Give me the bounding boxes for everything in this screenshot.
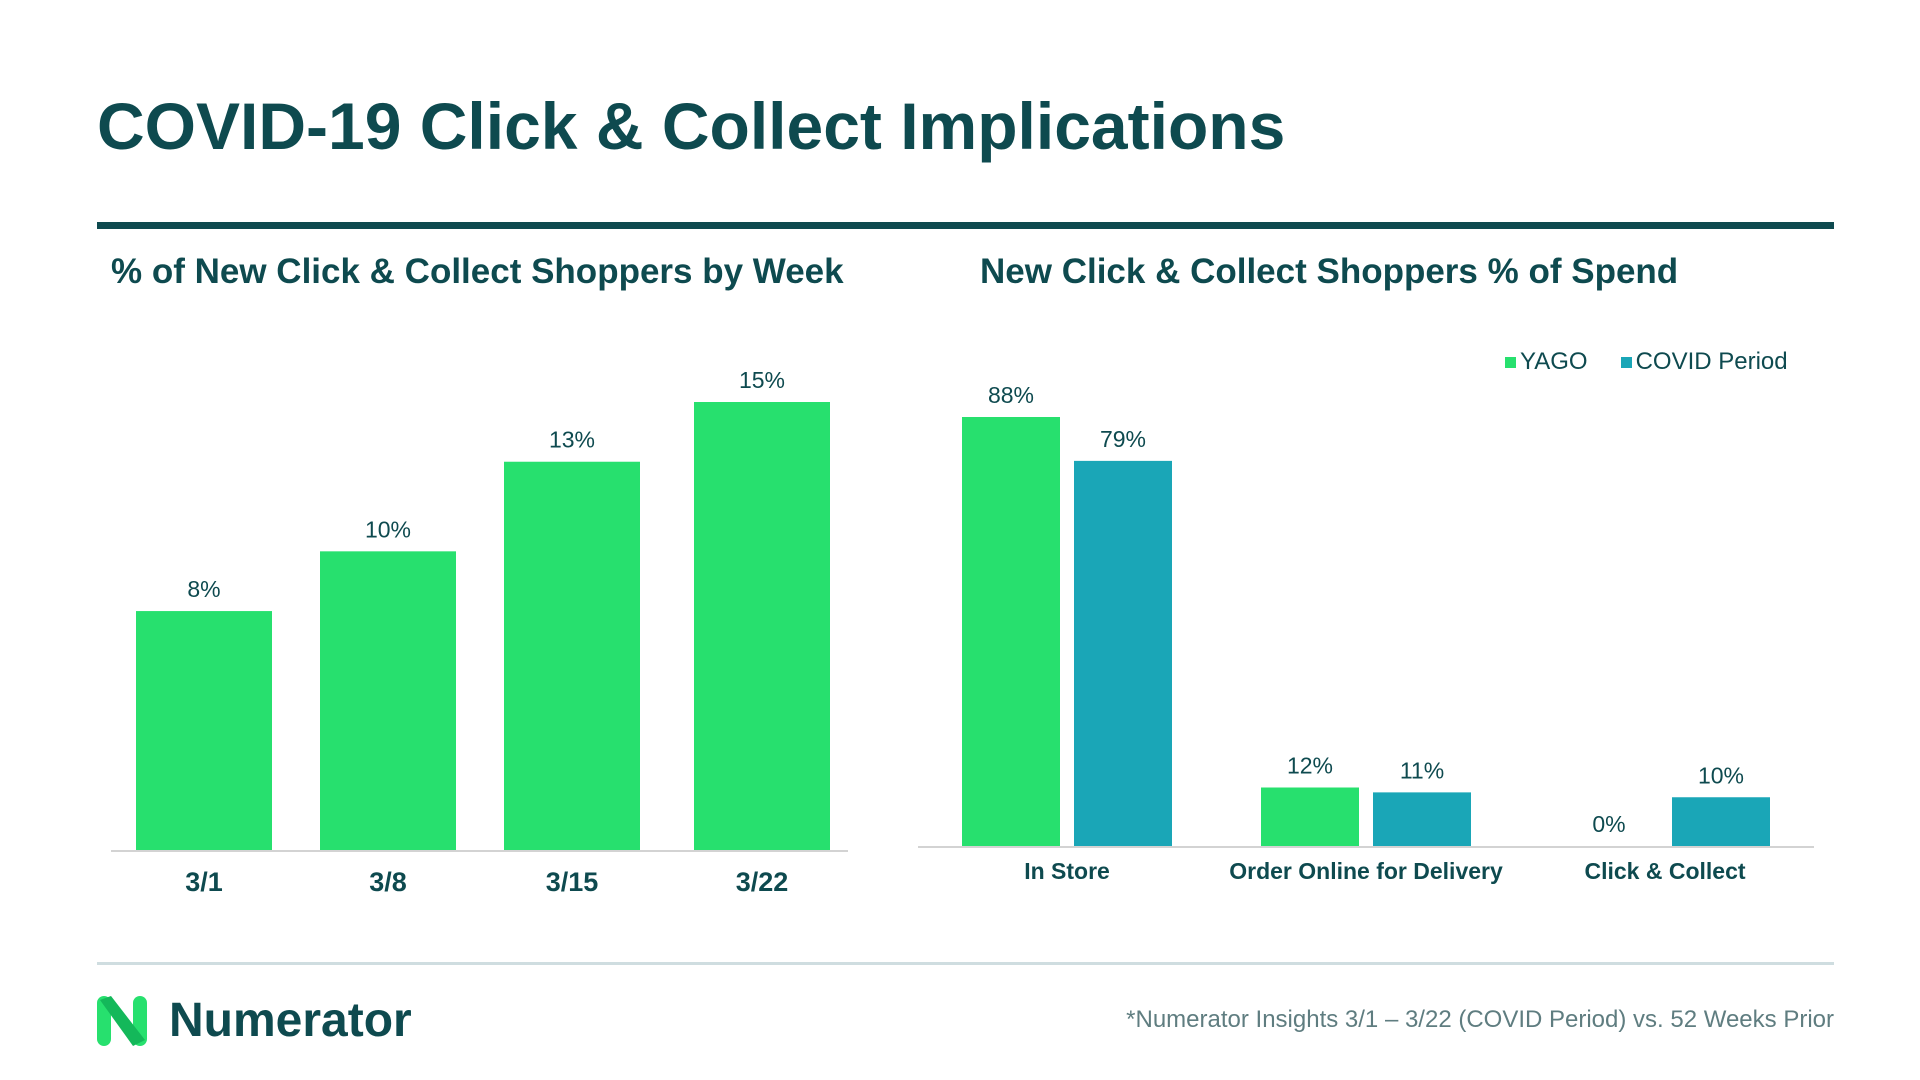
spend-chart-legend: YAGO COVID Period [1505,348,1788,376]
weekly-bar [136,611,272,850]
spend-bar-yago [1261,787,1359,846]
spend-bar-covid [1373,792,1471,846]
spend-bar-yago [962,417,1060,846]
legend-item-covid: COVID Period [1620,348,1788,376]
footer-divider [97,962,1834,965]
numerator-logo: Numerator [97,993,412,1048]
weekly-bar [320,551,456,850]
spend-bar-covid [1074,460,1172,846]
legend-item-yago: YAGO [1505,348,1588,376]
spend-axis-tick-label: Click & Collect [1584,858,1745,884]
weekly-axis-tick-label: 3/15 [546,867,599,897]
brand-name: Numerator [169,994,412,1047]
spend-bar-value-label: 0% [1592,811,1625,837]
legend-label-yago: YAGO [1520,348,1588,375]
spend-chart-title: New Click & Collect Shoppers % of Spend [980,252,1679,291]
legend-swatch-yago [1505,356,1516,368]
spend-bar-value-label: 88% [988,382,1034,408]
legend-label-covid: COVID Period [1635,348,1788,375]
weekly-bar-value-label: 13% [549,427,595,453]
spend-bar-value-label: 79% [1100,426,1146,452]
spend-axis-tick-label: Order Online for Delivery [1229,858,1503,884]
spend-bar-covid [1672,797,1770,846]
weekly-axis-tick-label: 3/8 [369,867,407,897]
weekly-bar [694,402,830,850]
title-divider [97,222,1834,229]
spend-bar-value-label: 12% [1287,753,1333,779]
spend-bar-value-label: 10% [1698,762,1744,788]
weekly-bar-value-label: 15% [739,367,785,393]
numerator-logo-icon [97,995,147,1046]
weekly-bar-value-label: 10% [365,516,411,542]
weekly-bar-value-label: 8% [187,576,220,602]
weekly-bar [504,461,640,850]
footnote: *Numerator Insights 3/1 – 3/22 (COVID Pe… [1126,1006,1834,1033]
legend-swatch-covid [1620,356,1632,368]
weekly-axis-tick-label: 3/1 [185,867,223,897]
spend-bar-chart: 88% 79% In Store 12% 11% Order Online for Del… [918,382,1814,884]
weekly-chart-title: % of New Click & Collect Shoppers by Wee… [111,252,844,291]
spend-bar-value-label: 11% [1400,757,1444,783]
weekly-bar-chart: 8% 3/1 10% 3/8 13% 3/15 15% 3/22 [111,367,848,897]
weekly-axis-tick-label: 3/22 [736,867,789,897]
spend-axis-tick-label: In Store [1024,858,1110,884]
page-title: COVID-19 Click & Collect Implications [97,89,1286,163]
